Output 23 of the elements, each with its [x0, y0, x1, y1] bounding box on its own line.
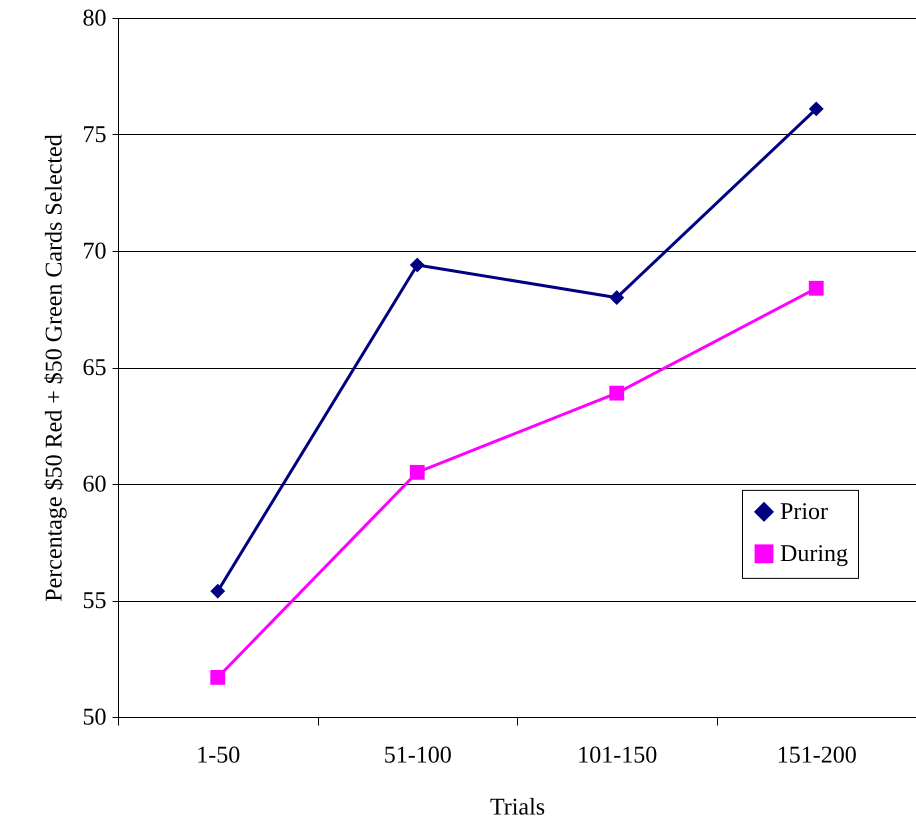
point [808, 280, 824, 296]
y-tick-label: 70 [82, 238, 106, 264]
point [210, 670, 226, 685]
x-tick-label: 1-50 [196, 742, 240, 768]
point [609, 386, 624, 401]
x-tick-label: 101-150 [577, 742, 658, 768]
y-tick-label: 80 [82, 6, 106, 32]
point [210, 584, 226, 599]
x-tick-label: 151-200 [776, 742, 857, 768]
y-tick-label: 65 [82, 355, 106, 381]
x-axis-title: Trials [490, 794, 546, 820]
y-tick-label: 75 [82, 122, 106, 148]
point [410, 464, 425, 480]
x-tick-label: 51-100 [384, 742, 452, 768]
legend-label: During [780, 540, 848, 567]
y-tick-label: 60 [82, 472, 106, 498]
y-tick-label: 50 [82, 704, 106, 730]
point [410, 258, 425, 272]
y-axis-title: Percentage $50 Red + $50 Green Cards Selected [42, 134, 68, 602]
point [609, 290, 624, 306]
point [808, 101, 824, 116]
legend-label: Prior [780, 498, 828, 525]
y-tick-label: 55 [82, 588, 106, 614]
